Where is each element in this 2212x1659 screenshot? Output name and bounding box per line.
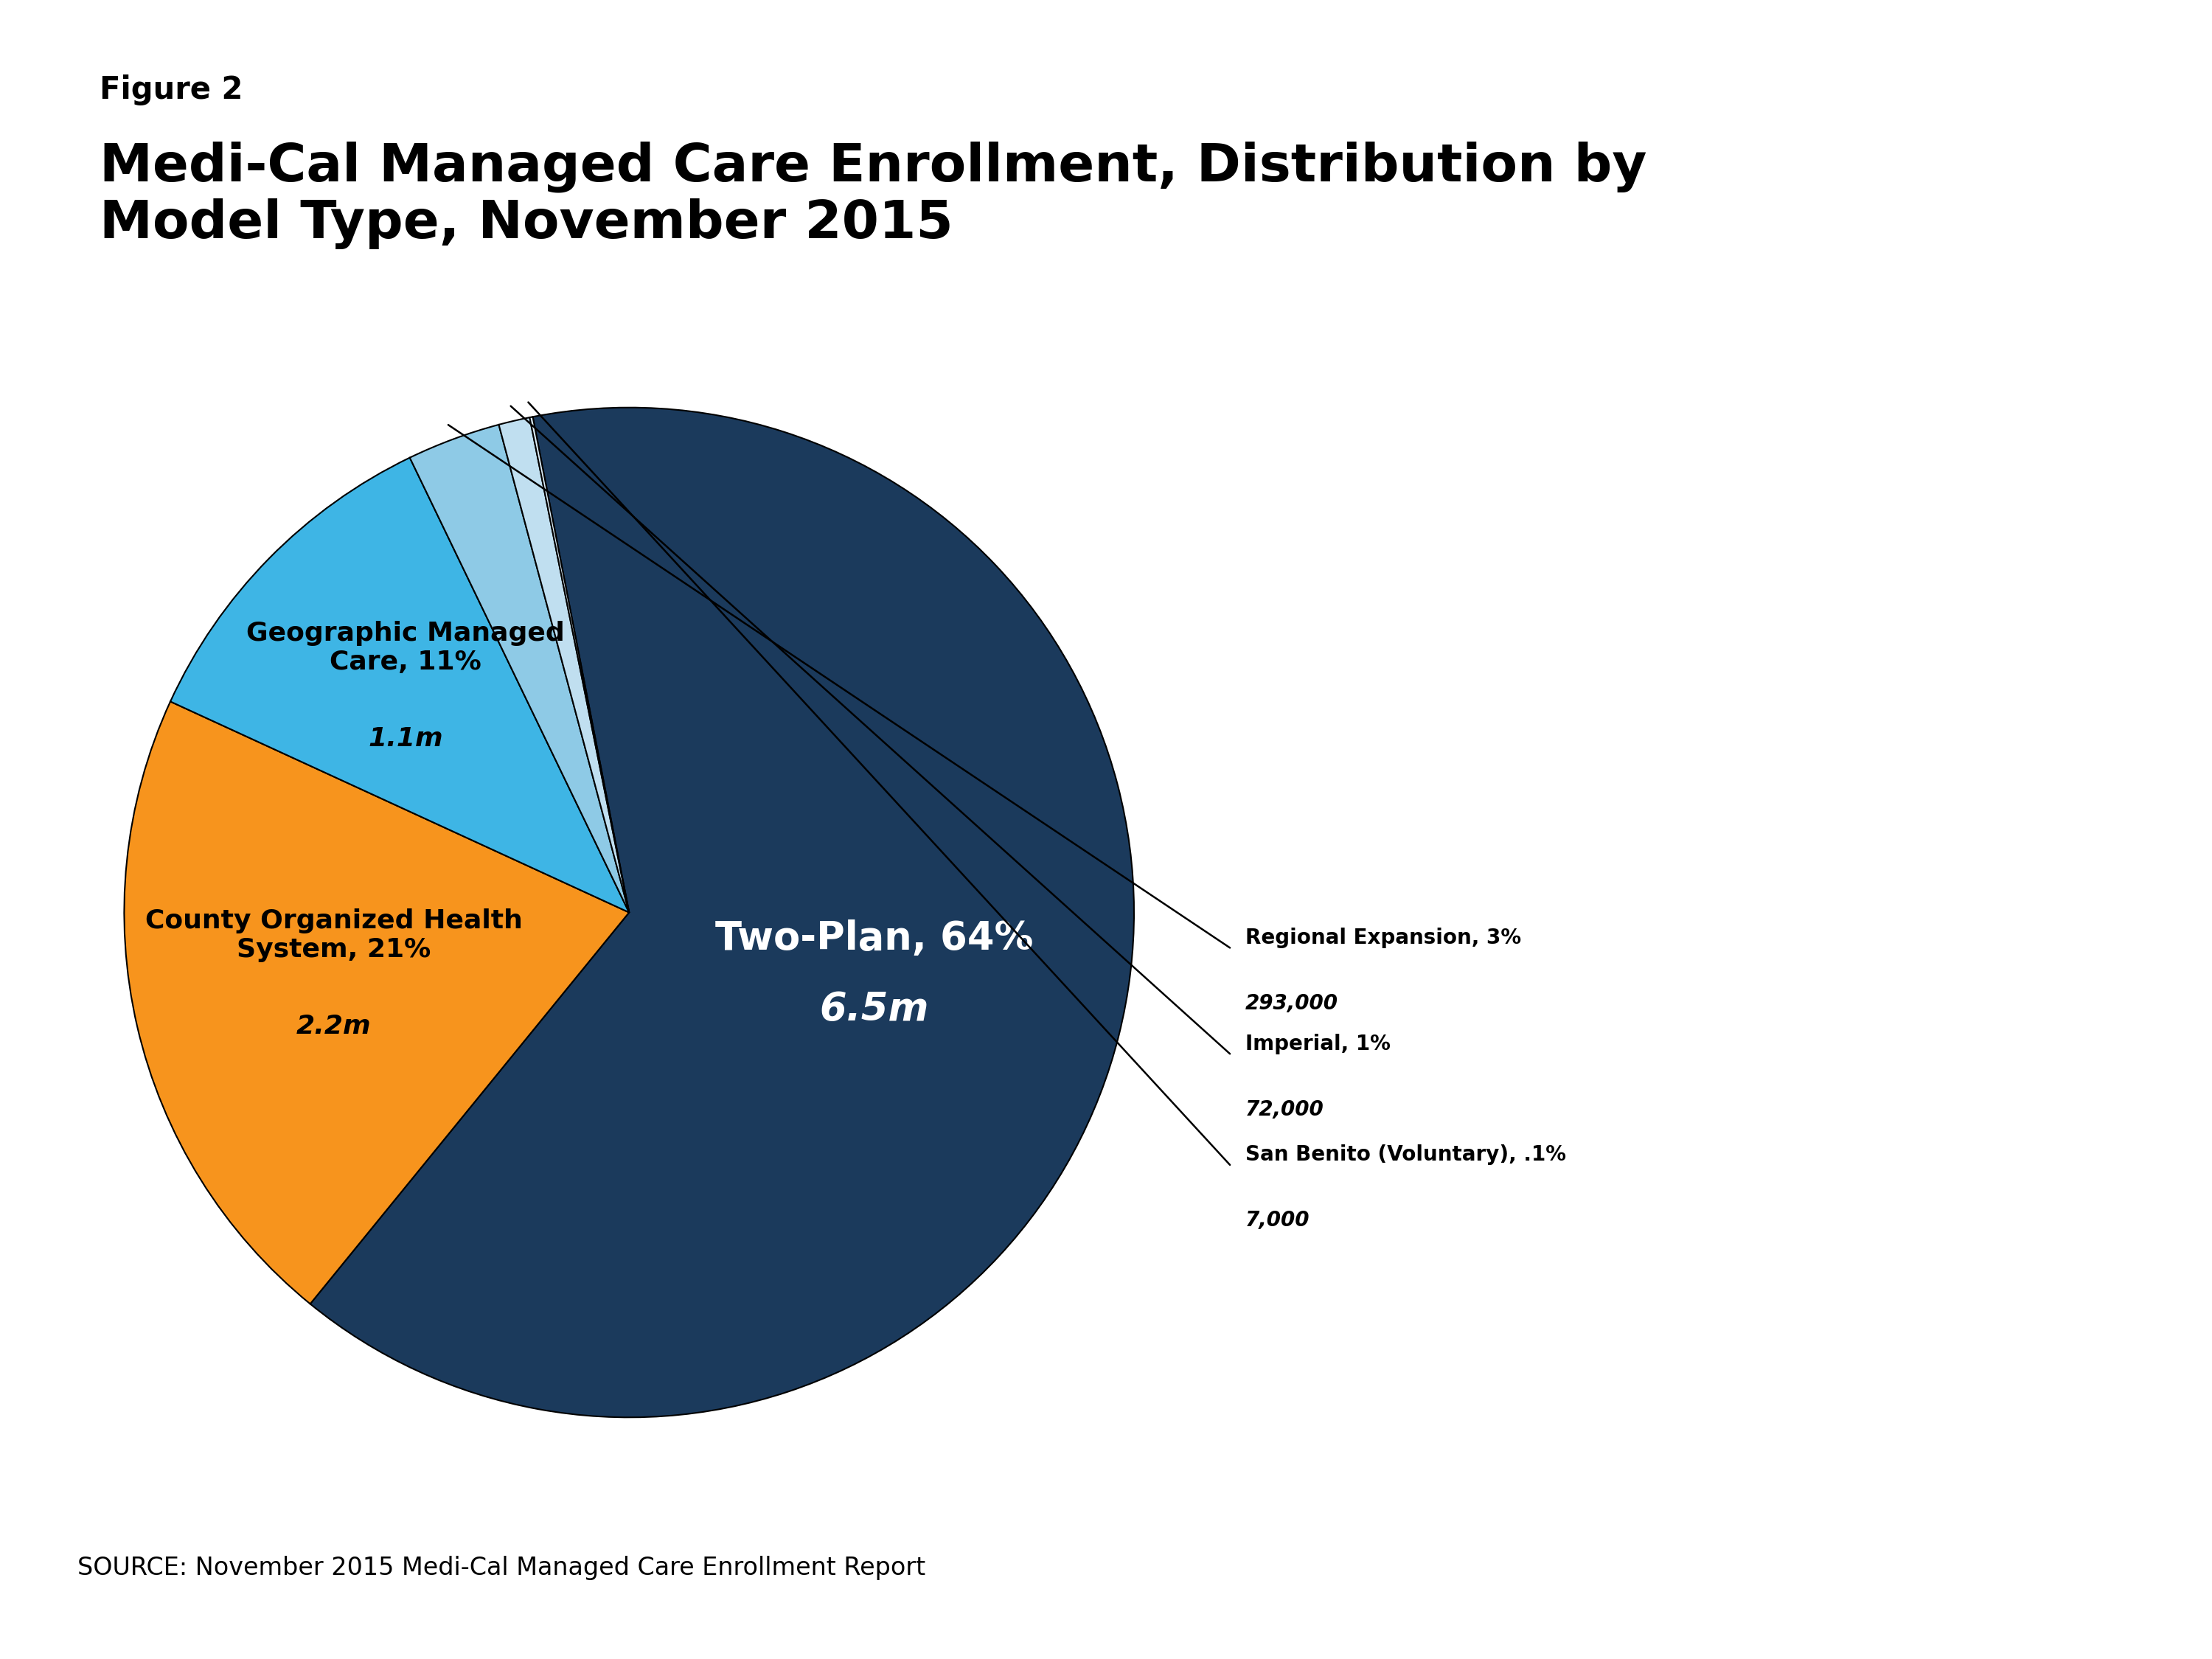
- Wedge shape: [124, 702, 628, 1304]
- Wedge shape: [498, 418, 628, 912]
- Text: County Organized Health
System, 21%: County Organized Health System, 21%: [146, 909, 522, 962]
- Text: San Benito (Voluntary), .1%: San Benito (Voluntary), .1%: [1245, 1145, 1566, 1165]
- Wedge shape: [529, 416, 628, 912]
- Wedge shape: [310, 408, 1135, 1417]
- Text: 293,000: 293,000: [1245, 994, 1338, 1014]
- Text: Figure 2: Figure 2: [100, 75, 243, 106]
- Text: KAISER: KAISER: [1982, 1520, 2055, 1536]
- Text: Imperial, 1%: Imperial, 1%: [1245, 1034, 1391, 1053]
- Text: SOURCE: November 2015 Medi-Cal Managed Care Enrollment Report: SOURCE: November 2015 Medi-Cal Managed C…: [77, 1556, 925, 1579]
- Text: 2.2m: 2.2m: [296, 1014, 372, 1039]
- Text: Two-Plan, 64%: Two-Plan, 64%: [714, 919, 1033, 957]
- Text: Geographic Managed
Care, 11%: Geographic Managed Care, 11%: [246, 620, 564, 675]
- Text: Medi-Cal Managed Care Enrollment, Distribution by
Model Type, November 2015: Medi-Cal Managed Care Enrollment, Distri…: [100, 141, 1646, 249]
- Text: 7,000: 7,000: [1245, 1209, 1310, 1231]
- Text: FOUNDATION: FOUNDATION: [1980, 1593, 2057, 1603]
- Text: Regional Expansion, 3%: Regional Expansion, 3%: [1245, 927, 1522, 947]
- Text: FAMILY: FAMILY: [1984, 1553, 2053, 1571]
- Text: 72,000: 72,000: [1245, 1098, 1323, 1120]
- Wedge shape: [170, 458, 628, 912]
- Text: 1.1m: 1.1m: [367, 727, 442, 752]
- Text: 6.5m: 6.5m: [818, 990, 929, 1029]
- Text: THE HENRY J.: THE HENRY J.: [1980, 1486, 2057, 1496]
- Wedge shape: [409, 425, 628, 912]
